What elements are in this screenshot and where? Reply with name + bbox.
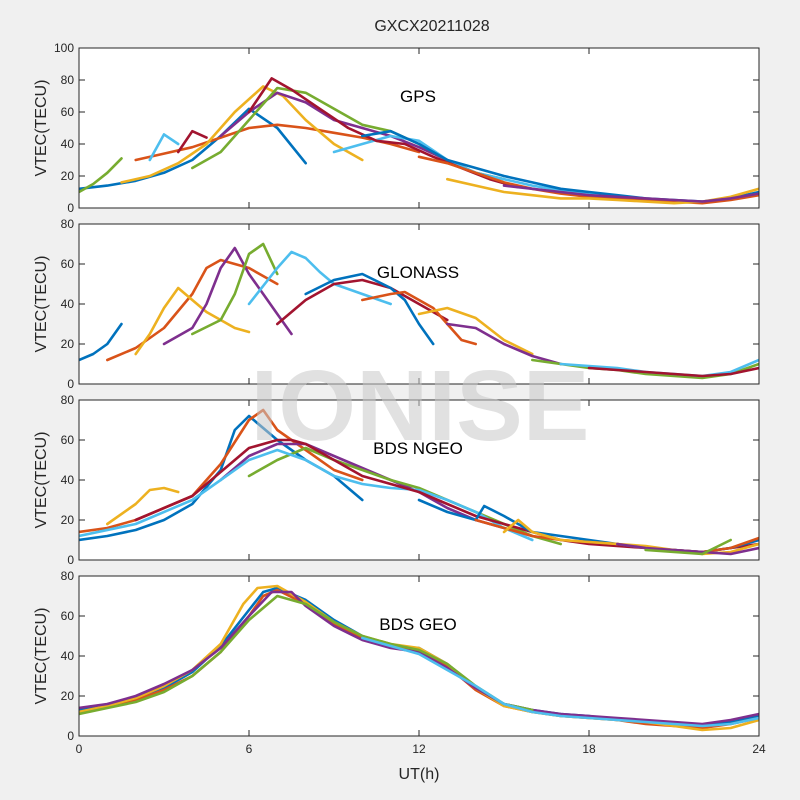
series-line xyxy=(446,322,562,366)
y-tick-label: 60 xyxy=(61,609,75,623)
y-tick-label: 0 xyxy=(67,729,74,743)
y-tick-label: 40 xyxy=(61,649,75,663)
panel-1: 0 20 40 60 80 VTEC(TECU) GLONASS xyxy=(33,217,760,391)
panel-2: 0 20 40 60 80 VTEC(TECU) BDS NGEO xyxy=(33,393,760,567)
y-tick-label: 80 xyxy=(61,73,75,87)
series-group xyxy=(79,408,759,556)
y-tick-label: 80 xyxy=(61,393,75,407)
series-line xyxy=(79,448,534,542)
plot-area xyxy=(79,48,759,208)
series-line xyxy=(79,408,364,534)
series-line xyxy=(361,290,477,346)
series-group xyxy=(79,77,759,205)
y-tick-label: 80 xyxy=(61,569,75,583)
y-axis-label: VTEC(TECU) xyxy=(33,256,50,353)
series-line xyxy=(106,486,180,526)
x-axis-label: UT(h) xyxy=(399,766,440,783)
series-line xyxy=(502,184,759,203)
y-tick-label: 20 xyxy=(61,169,75,183)
figure-title: GXCX20211028 xyxy=(374,18,489,35)
plot-area xyxy=(79,576,759,736)
series-line xyxy=(644,538,732,556)
x-tick-label: 6 xyxy=(246,742,253,756)
y-tick-label: 60 xyxy=(61,257,75,271)
series-line xyxy=(79,322,123,362)
y-tick-label: 40 xyxy=(61,473,75,487)
series-line xyxy=(332,134,647,200)
x-tick-label: 0 xyxy=(76,742,83,756)
y-tick-label: 40 xyxy=(61,297,75,311)
series-line xyxy=(79,594,534,716)
series-line xyxy=(587,366,759,378)
series-line xyxy=(361,636,759,728)
y-tick-label: 40 xyxy=(61,137,75,151)
series-line xyxy=(134,438,759,554)
series-line xyxy=(616,542,759,556)
y-tick-label: 0 xyxy=(67,377,74,391)
series-line xyxy=(191,242,279,336)
watermark-text: IONISE xyxy=(251,350,590,462)
series-line xyxy=(79,107,307,191)
y-tick-label: 100 xyxy=(54,41,74,55)
series-line xyxy=(417,155,759,205)
series-line xyxy=(120,85,364,184)
y-axis-label: VTEC(TECU) xyxy=(33,432,50,529)
series-line xyxy=(304,272,435,346)
series-line xyxy=(276,278,449,326)
series-group xyxy=(79,242,759,380)
y-tick-label: 20 xyxy=(61,337,75,351)
plot-area xyxy=(79,400,759,560)
y-axis-label: VTEC(TECU) xyxy=(33,80,50,177)
y-tick-label: 60 xyxy=(61,105,75,119)
panel-label: BDS GEO xyxy=(379,615,456,634)
panel-label: GPS xyxy=(400,87,436,106)
y-tick-label: 80 xyxy=(61,217,75,231)
series-line xyxy=(162,246,293,346)
panel-label: BDS NGEO xyxy=(373,439,463,458)
series-line xyxy=(247,250,392,306)
panel-label: GLONASS xyxy=(377,263,459,282)
y-axis-label: VTEC(TECU) xyxy=(33,608,50,705)
series-line xyxy=(148,133,180,162)
y-tick-label: 20 xyxy=(61,513,75,527)
panel-0: 0 20 40 60 80 100 VTEC(TECU) GPS xyxy=(33,41,760,215)
series-group xyxy=(79,584,759,732)
x-tick-label: 24 xyxy=(752,742,766,756)
series-line xyxy=(176,129,208,154)
panel-3: 0 20 40 60 80 0 6 12 18 24 VTEC(TECU) BDS GEO xyxy=(33,569,766,756)
x-tick-label: 18 xyxy=(582,742,596,756)
series-line xyxy=(79,157,123,194)
y-tick-label: 0 xyxy=(67,553,74,567)
series-line xyxy=(417,306,534,356)
x-tick-label: 12 xyxy=(412,742,426,756)
series-line xyxy=(134,286,251,356)
y-tick-label: 0 xyxy=(67,201,74,215)
y-tick-label: 20 xyxy=(61,689,75,703)
y-tick-label: 60 xyxy=(61,433,75,447)
